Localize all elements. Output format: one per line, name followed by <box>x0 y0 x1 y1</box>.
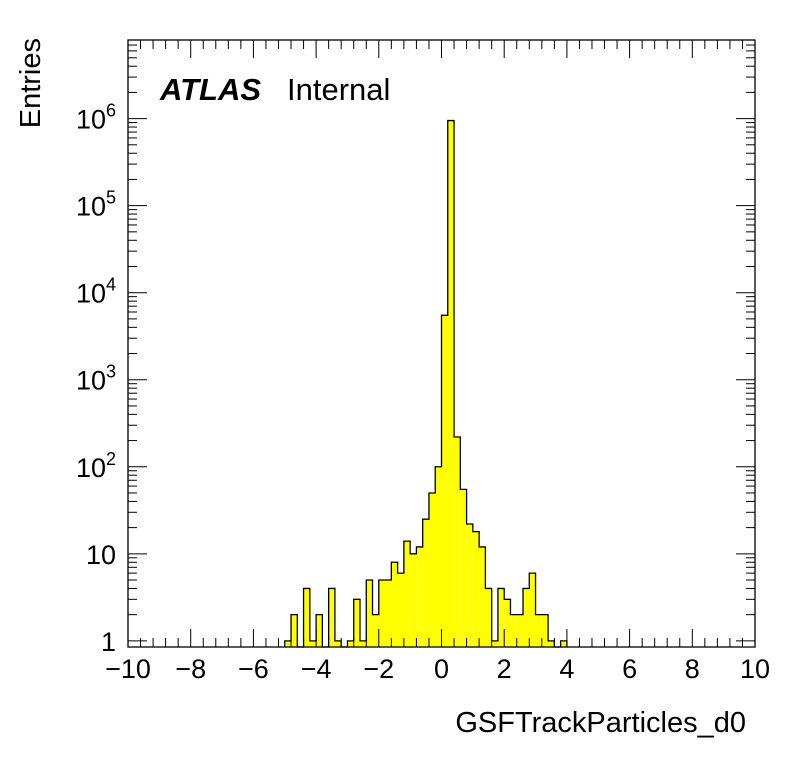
histogram-bin <box>529 573 536 647</box>
histogram-bin <box>472 531 480 647</box>
histogram-bin <box>316 614 323 647</box>
x-tick-labels: −10 −8 −6 −4 −2 0 2 4 6 8 10 <box>105 654 770 684</box>
y-axis-label: Entries <box>15 38 47 128</box>
histogram-bin <box>416 546 423 647</box>
atlas-label: ATLAS <box>159 72 261 107</box>
histogram-bin <box>441 315 448 647</box>
histogram-outline <box>284 119 568 648</box>
histogram-bin <box>291 614 298 647</box>
histogram-bin <box>391 562 398 647</box>
histogram-bin <box>435 466 442 647</box>
histogram-bin <box>397 573 404 647</box>
histogram-bin <box>309 640 317 647</box>
x-tick-label: 6 <box>622 654 637 684</box>
histogram-bin <box>479 546 486 647</box>
y-tick-label: 1 <box>101 627 116 657</box>
x-tick-label: 0 <box>434 654 449 684</box>
x-tick-label: −6 <box>238 654 269 684</box>
histogram-bin <box>422 519 429 647</box>
histogram-bin <box>403 541 411 647</box>
x-tick-label: 2 <box>497 654 512 684</box>
histogram-bin <box>510 614 517 647</box>
histogram-bin <box>347 640 354 647</box>
histogram-bin <box>447 120 455 648</box>
x-tick-label: 8 <box>685 654 700 684</box>
histogram-bin <box>328 588 335 647</box>
x-tick-label: −2 <box>363 654 394 684</box>
x-tick-label: −8 <box>175 654 206 684</box>
x-axis-label: GSFTrackParticles_d0 <box>455 707 746 739</box>
histogram-bin <box>372 614 379 647</box>
histogram-bin <box>366 580 373 647</box>
histogram-bin <box>523 588 530 647</box>
histogram-bin <box>410 553 417 647</box>
y-tick-label: 103 <box>76 362 116 396</box>
histogram-bin <box>385 580 392 647</box>
histogram-bin <box>548 640 555 647</box>
histogram-bin <box>504 599 511 647</box>
y-tick-label: 10 <box>86 540 116 570</box>
y-tick-label: 104 <box>76 275 116 309</box>
histogram-bin <box>284 640 292 647</box>
y-tick-label: 106 <box>76 101 116 135</box>
y-tick-label: 105 <box>76 188 116 222</box>
histogram-bin <box>378 580 386 647</box>
histogram-bin <box>303 588 310 647</box>
histogram-bin <box>516 614 524 647</box>
y-tick-labels: 1 10 102 103 104 105 106 <box>76 101 116 657</box>
status-label: Internal <box>287 72 390 107</box>
histogram-bin <box>353 599 360 647</box>
histogram-bin <box>428 492 436 647</box>
histogram-bin <box>359 640 367 647</box>
histogram-bin <box>485 588 492 647</box>
y-tick-label: 102 <box>76 449 116 483</box>
plot-frame <box>127 39 756 648</box>
x-tick-label: 10 <box>740 654 770 684</box>
histogram-bin <box>535 614 542 647</box>
histogram-bin <box>454 436 461 647</box>
x-tick-label: 4 <box>559 654 574 684</box>
x-tick-label: −4 <box>301 654 332 684</box>
histogram-bars <box>284 120 567 648</box>
histogram-bin <box>466 524 473 647</box>
x-tick-label: −10 <box>105 654 151 684</box>
histogram-bin <box>460 489 467 647</box>
histogram-bin <box>334 640 342 647</box>
axis-ticks <box>127 39 756 647</box>
histogram-bin <box>491 640 498 647</box>
histogram-bin <box>541 614 549 647</box>
histogram-bin <box>560 640 567 647</box>
histogram-bin <box>497 588 505 647</box>
